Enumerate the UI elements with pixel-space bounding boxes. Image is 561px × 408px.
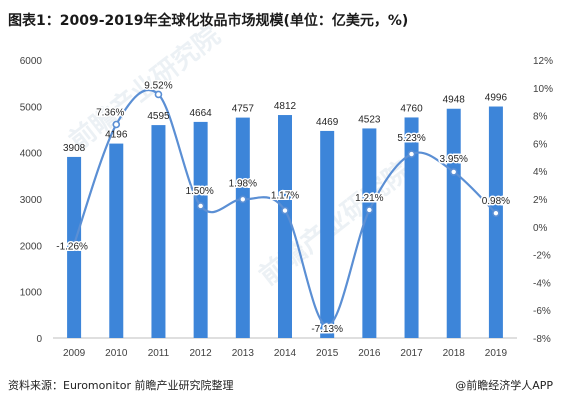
x-tick-label: 2011 [148, 348, 170, 359]
growth-value-label: 1.50% [185, 186, 213, 197]
growth-value-label: -1.26% [56, 241, 88, 252]
growth-point-2017 [407, 150, 416, 158]
growth-point-2019 [492, 209, 500, 217]
y-left-tick-label: 6000 [20, 56, 43, 67]
x-tick-label: 2018 [443, 348, 466, 359]
bar-value-label: 4812 [274, 101, 297, 112]
chart-title: 图表1：2009-2019年全球化妆品市场规模(单位：亿美元，%) [8, 13, 409, 29]
bar-2013 [235, 117, 250, 338]
y-right-tick-label: 0% [533, 223, 548, 234]
bar-value-label: 4595 [147, 111, 170, 122]
y-left-tick-label: 2000 [20, 241, 43, 252]
y-right-tick-label: 12% [533, 56, 553, 67]
y-left-tick-label: 1000 [20, 288, 43, 299]
x-tick-label: 2012 [190, 348, 213, 359]
growth-value-label: 1.21% [355, 193, 383, 204]
growth-value-label: 5.23% [397, 133, 425, 144]
x-tick-label: 2016 [358, 348, 381, 359]
x-tick-label: 2015 [316, 348, 339, 359]
x-tick-label: 2017 [400, 348, 423, 359]
bar-value-label: 4469 [316, 117, 339, 128]
y-right-tick-label: -2% [533, 251, 551, 262]
y-right-tick-label: 4% [533, 167, 548, 178]
bar-value-label: 4996 [485, 93, 508, 104]
y-right-tick-label: 8% [533, 112, 548, 123]
y-right-tick-label: -6% [533, 306, 551, 317]
growth-value-label: 7.36% [96, 107, 124, 118]
bar-value-label: 4948 [443, 95, 466, 106]
growth-value-label: 1.17% [271, 191, 299, 202]
growth-value-label: -7.13% [311, 324, 343, 335]
source-note: 资料来源：Euromonitor 前瞻产业研究院整理 [8, 379, 234, 392]
growth-point-2014 [281, 206, 289, 215]
y-right-tick-label: 6% [533, 139, 548, 150]
growth-point-2013 [239, 195, 247, 204]
bar-value-label: 4523 [358, 114, 381, 125]
growth-value-label: 3.95% [440, 154, 468, 165]
y-left-tick-label: 3000 [20, 195, 43, 206]
bar-2010 [109, 143, 124, 338]
y-left-tick-label: 5000 [20, 102, 43, 113]
bar-2018 [446, 108, 461, 338]
bar-2016 [362, 128, 377, 338]
bar-value-label: 3908 [63, 143, 86, 154]
y-right-tick-label: 10% [533, 84, 553, 95]
watermark-1: 前瞻产业研究院 [254, 155, 416, 291]
bar-2017 [404, 117, 419, 338]
y-left-tick-label: 0 [36, 334, 42, 345]
credit-note: @前瞻经济学人APP [455, 379, 553, 392]
bar-2012 [193, 121, 208, 338]
growth-point-2015 [323, 322, 331, 330]
bar-2019 [488, 106, 503, 338]
bar-2015 [320, 130, 335, 338]
x-tick-label: 2010 [105, 348, 128, 359]
growth-value-label: 0.98% [482, 196, 510, 207]
y-right-tick-label: -8% [533, 334, 551, 345]
growth-point-2010 [112, 120, 121, 129]
bar-2014 [278, 115, 292, 338]
growth-point-2016 [365, 206, 374, 214]
y-right-tick-label: -4% [533, 278, 551, 289]
bar-value-label: 4664 [190, 108, 213, 119]
growth-point-2009 [70, 240, 78, 249]
x-tick-label: 2013 [232, 348, 255, 359]
growth-point-2018 [449, 168, 458, 176]
growth-value-label: 9.52% [144, 80, 172, 91]
growth-point-2011 [154, 90, 163, 99]
growth-value-label: 1.98% [229, 178, 257, 189]
y-left-tick-label: 4000 [20, 149, 43, 160]
x-tick-label: 2014 [274, 348, 297, 359]
bar-value-label: 4760 [400, 103, 423, 114]
bar-2011 [151, 125, 166, 339]
bar-value-label: 4196 [105, 130, 128, 141]
bar-value-label: 4757 [232, 104, 255, 115]
chart-plot: 前瞻产业研究院前瞻产业研究院0100020003000400050006000-… [20, 20, 553, 359]
x-tick-label: 2009 [63, 348, 86, 359]
growth-point-2012 [196, 202, 205, 210]
y-right-tick-label: 2% [533, 195, 548, 206]
x-tick-label: 2019 [485, 348, 508, 359]
